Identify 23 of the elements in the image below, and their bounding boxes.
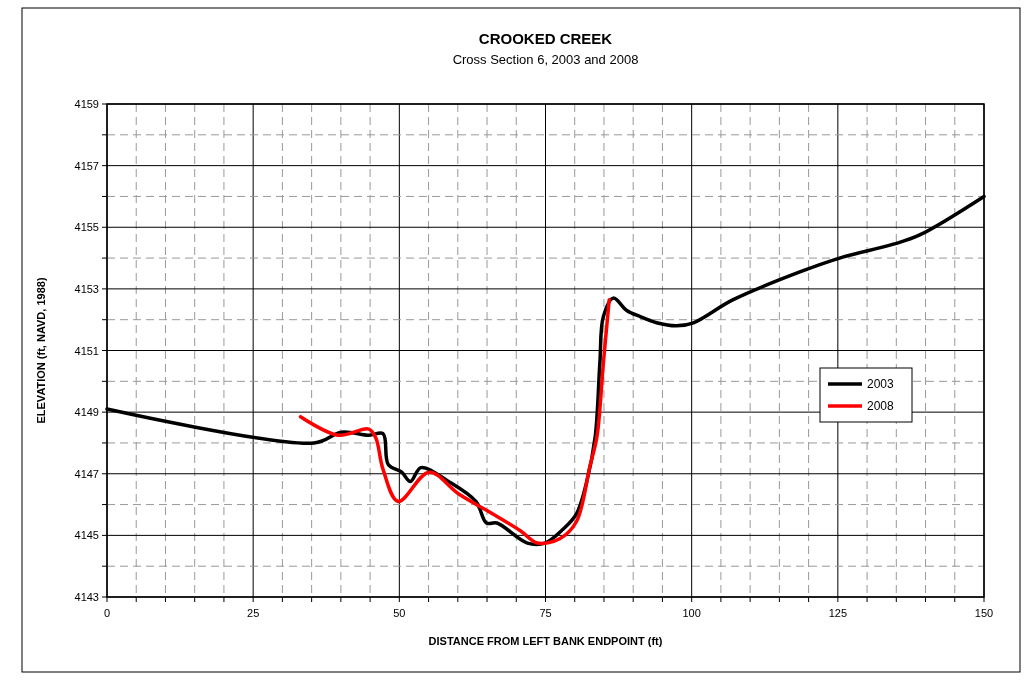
- x-axis-title: DISTANCE FROM LEFT BANK ENDPOINT (ft): [428, 635, 663, 647]
- x-tick-label: 150: [974, 607, 994, 619]
- y-tick-label: 4145: [74, 529, 99, 542]
- legend-label: 2008: [867, 399, 895, 413]
- y-axis-title: ELEVATION (ft, NAVD, 1988): [35, 277, 47, 424]
- x-tick-label: 100: [682, 607, 701, 619]
- y-tick-label: 4151: [74, 344, 99, 357]
- x-tick-label: 75: [539, 607, 552, 619]
- y-tick-label: 4159: [74, 98, 99, 110]
- y-tick-label: 4157: [74, 159, 99, 172]
- y-tick-label: 4147: [74, 467, 99, 480]
- x-tick-label: 0: [103, 607, 111, 619]
- legend-label: 2003: [867, 377, 895, 391]
- x-tick-label: 25: [247, 607, 260, 619]
- chart-subtitle: Cross Section 6, 2003 and 2008: [452, 52, 639, 67]
- chart-title: CROOKED CREEK: [478, 30, 613, 47]
- x-tick-label: 50: [393, 607, 406, 619]
- y-tick-label: 4155: [74, 221, 99, 234]
- y-tick-label: 4143: [74, 591, 99, 603]
- line-series: [298, 297, 611, 546]
- x-tick-label: 125: [828, 607, 848, 619]
- y-tick-label: 4153: [74, 282, 99, 295]
- y-tick-label: 4149: [74, 406, 99, 419]
